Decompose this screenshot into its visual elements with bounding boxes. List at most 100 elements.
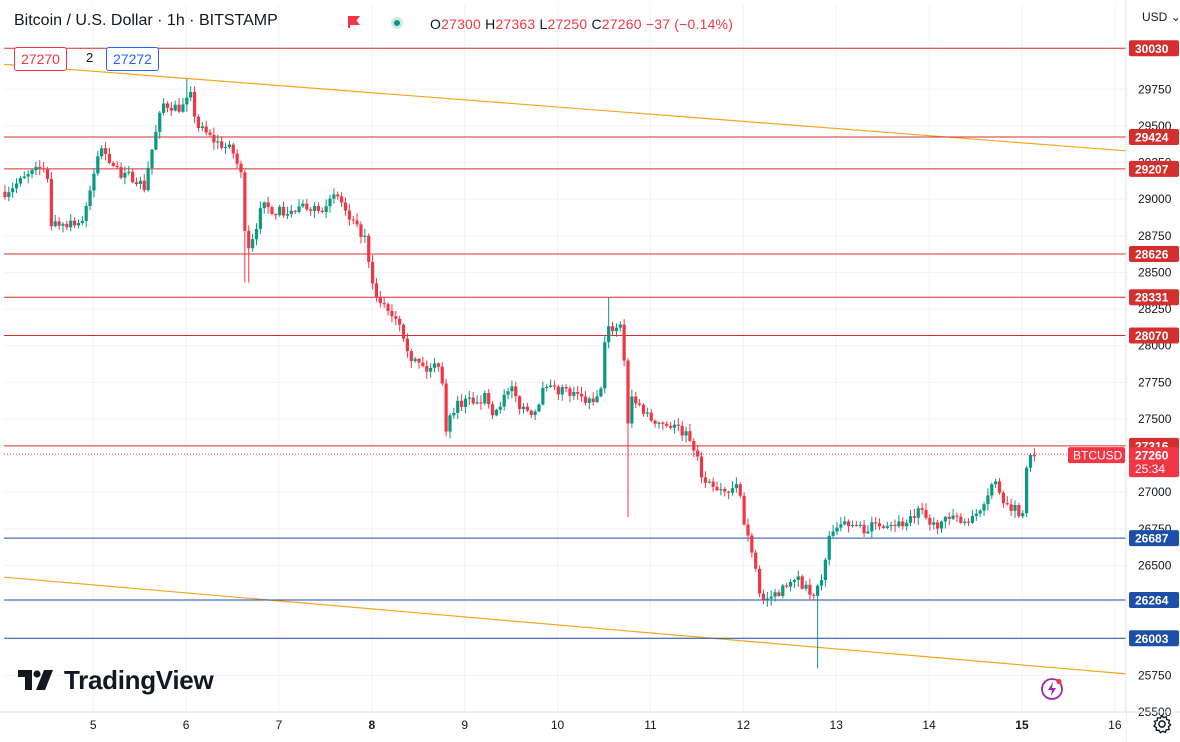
candle-body [622,324,626,361]
candle-body [231,144,235,154]
candle-body [653,420,657,424]
candle-body [502,394,506,407]
spread-value: 2 [86,50,94,65]
candle-body [270,207,274,214]
market-status-icon [391,17,403,29]
high-value: 27363 [495,16,536,32]
resistance-label-bg [1129,245,1179,262]
candle-body [285,214,290,216]
x-tick-label: 14 [922,718,936,732]
buy-price-button[interactable]: 27272 [106,47,159,71]
candle-body [223,147,228,149]
candle-body [1013,505,1017,511]
resistance-label-bg [1129,327,1179,344]
candle-body [541,388,545,405]
support-label-bg [1129,592,1179,609]
candle-body [607,326,611,343]
candle-body [459,400,464,407]
support-label: 26003 [1135,632,1169,646]
candle-body [823,559,827,581]
candle-body [107,153,112,163]
candle-body [831,531,835,536]
candle-body [487,392,491,405]
candle-body [84,205,88,221]
candle-body [65,223,69,228]
candle-body [45,169,50,179]
candle-body [924,509,928,518]
candle-body [970,515,975,523]
symbol-tag-bg [1068,447,1125,464]
candle-body [839,524,843,528]
candle-body [254,228,259,240]
candle-body [549,385,553,387]
candle-body [173,104,177,111]
candle-body [239,163,243,173]
trend-line[interactable] [3,576,1127,675]
candle-body [382,303,386,305]
candle-body [796,576,800,580]
candle-body [727,491,731,493]
candle-body [417,358,421,363]
currency-selector[interactable]: USD ⌄ [1142,10,1180,24]
candle-body [494,409,499,416]
candle-body [966,521,971,523]
candle-body [769,596,773,599]
low-value: 27250 [547,16,588,32]
tradingview-logo[interactable]: TradingView [18,664,214,696]
resistance-label: 28331 [1135,291,1169,305]
y-tick-label: 28250 [1138,302,1172,316]
x-tick-label: 6 [183,718,190,732]
candle-body [278,206,282,216]
ohlc-readout: O27300 H27363 L27250 C27260 −37 (−0.14%) [430,16,734,32]
candle-body [912,516,916,518]
candle-body [792,579,797,582]
candle-body [587,398,591,403]
candle-body [1009,504,1013,511]
candle-body [103,148,108,154]
candle-body [939,521,944,529]
y-tick-label: 27500 [1138,412,1172,426]
candle-body [220,141,224,148]
candle-body [614,327,618,332]
candle-body [386,304,390,311]
candle-body [750,535,754,553]
lightning-icon[interactable] [1040,677,1064,701]
candle-body [603,342,607,389]
resistance-label-bg [1129,40,1179,57]
candle-body [1005,503,1009,505]
candle-body [432,363,437,368]
settings-gear-icon[interactable] [1151,713,1173,735]
candle-body [1001,492,1005,504]
currency-dropdown-icon: ⌄ [1170,10,1180,24]
candle-body [26,174,30,177]
x-tick-label: 15 [1015,718,1029,732]
symbol-tag-label: BTCUSD [1073,449,1123,463]
flag-icon[interactable] [346,15,362,29]
candle-body [595,396,599,403]
candle-body [475,402,479,404]
candle-body [363,235,367,237]
candle-body [359,224,363,237]
trend-line[interactable] [3,63,1127,152]
candle-body [343,202,348,211]
y-tick-label: 25750 [1138,668,1172,682]
candle-body [634,396,638,404]
candle-body [208,132,212,135]
candle-body [579,393,584,397]
candle-body [746,524,750,536]
candle-body [510,386,514,392]
candle-body [154,131,158,150]
candle-body [76,223,81,226]
candle-body [870,522,874,532]
candle-body [661,422,665,424]
currency-label: USD [1142,10,1168,24]
candle-body [471,397,475,404]
candle-body [665,423,669,426]
candle-body [479,402,483,404]
candle-body [281,206,286,216]
candle-body [165,103,170,108]
x-tick-label: 12 [737,718,751,732]
candle-body [131,171,135,183]
sell-price-button[interactable]: 27270 [14,47,67,71]
